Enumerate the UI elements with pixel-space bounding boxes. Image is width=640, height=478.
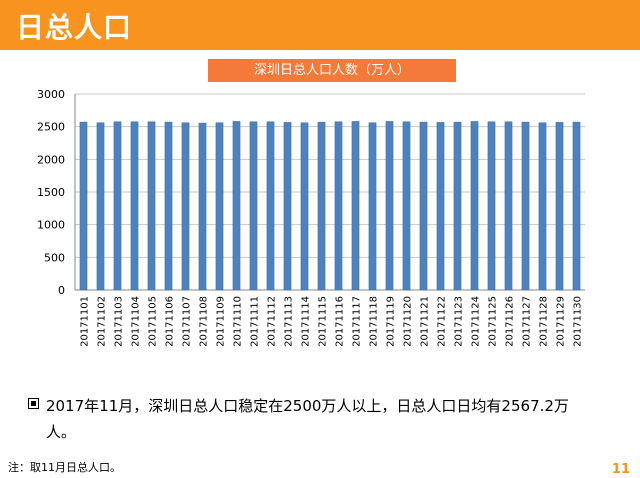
bar xyxy=(198,122,207,291)
bar xyxy=(96,122,105,291)
x-tick-label: 20171122 xyxy=(437,296,448,347)
bar xyxy=(487,121,496,291)
y-tick-label: 2500 xyxy=(37,121,65,134)
bar xyxy=(572,121,581,291)
bar xyxy=(232,121,241,291)
bar xyxy=(538,122,547,291)
bar xyxy=(181,122,190,291)
x-tick-label: 20171112 xyxy=(267,296,278,347)
header-bar xyxy=(0,0,640,50)
y-tick-label: 3000 xyxy=(37,88,65,101)
square-bullet-icon xyxy=(28,398,39,409)
x-tick-label: 20171121 xyxy=(420,296,431,347)
y-tick-label: 1000 xyxy=(37,219,65,232)
bar xyxy=(300,122,309,291)
page-title: 日总人口 xyxy=(16,11,133,44)
x-tick-label: 20171128 xyxy=(539,296,550,347)
y-tick-label: 2000 xyxy=(37,153,65,166)
x-tick-label: 20171119 xyxy=(386,296,397,347)
x-tick-label: 20171103 xyxy=(114,296,125,347)
x-tick-label: 20171109 xyxy=(216,296,227,347)
bar xyxy=(215,122,224,291)
x-tick-label: 20171115 xyxy=(318,296,329,347)
x-tick-label: 20171101 xyxy=(80,296,91,347)
x-tick-label: 20171106 xyxy=(165,296,176,347)
x-tick-label: 20171104 xyxy=(131,296,142,347)
y-tick-label: 0 xyxy=(58,284,65,297)
bar xyxy=(79,121,88,291)
bar xyxy=(521,121,530,291)
x-tick-label: 20171110 xyxy=(233,296,244,347)
x-tick-label: 20171125 xyxy=(488,296,499,347)
bar xyxy=(436,122,445,291)
bullet-text: 2017年11月，深圳日总人口稳定在2500万人以上，日总人口日均有2567.2… xyxy=(46,397,569,441)
y-tick-label: 500 xyxy=(44,251,65,264)
bar xyxy=(283,122,292,291)
x-tick-label: 20171129 xyxy=(556,296,567,347)
bar xyxy=(266,121,275,291)
bar xyxy=(470,121,479,291)
bar xyxy=(453,121,462,291)
bar-chart: 0 500 1000 1500 2000 2500 3000 20171101 20171102… xyxy=(37,88,585,347)
bar xyxy=(419,121,428,291)
bar xyxy=(113,121,122,291)
x-tick-label: 20171126 xyxy=(505,296,516,347)
page-number: 11 xyxy=(611,462,630,477)
bar xyxy=(147,121,156,291)
x-tick-label: 20171113 xyxy=(284,296,295,347)
bar xyxy=(385,121,394,291)
chart-title: 深圳日总人口人数（万人） xyxy=(208,59,456,82)
bar xyxy=(504,121,513,291)
x-tick-label: 20171124 xyxy=(471,296,482,347)
x-tick-label: 20171105 xyxy=(148,296,159,347)
x-tick-label: 20171130 xyxy=(573,296,584,347)
x-tick-label: 20171120 xyxy=(403,296,414,347)
bar xyxy=(402,121,411,291)
x-tick-label: 20171117 xyxy=(352,296,363,347)
bar xyxy=(334,121,343,291)
x-tick-label: 20171127 xyxy=(522,296,533,347)
bar xyxy=(555,122,564,291)
x-tick-label: 20171114 xyxy=(301,296,312,347)
footnote: 注：取11月日总人口。 xyxy=(8,461,121,474)
bar xyxy=(317,121,326,291)
x-tick-label: 20171116 xyxy=(335,296,346,347)
x-tick-label: 20171102 xyxy=(97,296,108,347)
x-tick-label: 20171123 xyxy=(454,296,465,347)
x-tick-label: 20171108 xyxy=(199,296,210,347)
bar xyxy=(164,121,173,291)
bar xyxy=(249,121,258,291)
bar xyxy=(351,121,360,291)
y-tick-label: 1500 xyxy=(37,186,65,199)
x-tick-label: 20171111 xyxy=(250,296,261,347)
bar xyxy=(368,122,377,291)
x-tick-label: 20171118 xyxy=(369,296,380,347)
x-tick-label: 20171107 xyxy=(182,296,193,347)
bar xyxy=(130,121,139,291)
